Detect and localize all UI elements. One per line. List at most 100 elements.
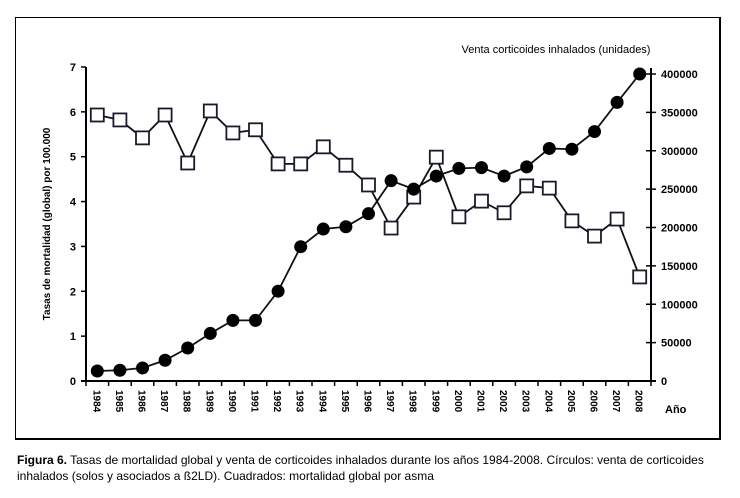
right-tick-label: 200000 — [661, 223, 698, 235]
mortality-point-square — [248, 122, 263, 138]
right-tick-label: 50000 — [661, 338, 692, 350]
caption-text: Tasas de mortalidad global y venta de co… — [17, 453, 704, 483]
mortality-point-square — [157, 107, 173, 123]
x-axis-ticks: 1984 1985 1986 1987 1988 1989 1990 1991 1992 1993… — [85, 381, 652, 413]
mortality-point-square — [496, 205, 512, 221]
sales-point-circle — [452, 161, 466, 175]
sales-point-circle — [316, 222, 330, 236]
left-axis-title: Tasas de mortalidad (global) por 100.000 — [42, 127, 53, 320]
left-tick-label: 3 — [70, 241, 76, 253]
sales-point-circle — [475, 161, 488, 175]
sales-point-circle — [271, 284, 285, 298]
sales-point-circle — [181, 341, 195, 355]
sales-point-circle — [407, 182, 421, 196]
mortality-point-square — [202, 103, 218, 119]
mortality-point-square — [383, 220, 399, 236]
caption-label: Figura 6. — [17, 453, 68, 467]
mortality-point-square — [225, 125, 241, 141]
x-tick-label: 1985 — [113, 390, 124, 413]
x-tick-label: 1986 — [136, 390, 147, 413]
sales-point-circle — [497, 169, 511, 183]
x-tick-label: 2007 — [610, 390, 621, 413]
sales-point-circle — [520, 160, 534, 174]
mortality-point-square — [609, 211, 625, 227]
x-tick-label: 1995 — [339, 390, 350, 413]
x-axis-title: Año — [665, 404, 687, 416]
mortality-point-square — [135, 130, 150, 146]
x-tick-label: 2004 — [542, 390, 553, 413]
mortality-point-square — [293, 156, 309, 172]
left-tick-label: 0 — [70, 376, 76, 388]
x-tick-label: 1993 — [294, 390, 305, 413]
left-tick-label: 4 — [70, 197, 77, 209]
chart-frame — [15, 17, 721, 440]
sales-point-circle — [429, 169, 443, 183]
x-tick-label: 1997 — [384, 390, 395, 413]
x-tick-label: 1988 — [181, 390, 192, 413]
right-tick-label: 300000 — [661, 146, 698, 158]
mortality-point-square — [451, 209, 467, 225]
left-tick-label: 6 — [70, 107, 76, 119]
x-tick-label: 1984 — [90, 390, 101, 413]
right-tick-label: 400000 — [661, 69, 698, 81]
sales-point-circle — [384, 174, 398, 188]
mortality-point-square — [315, 139, 331, 155]
x-tick-label: 1999 — [429, 390, 440, 413]
sales-point-circle — [362, 207, 375, 221]
sales-point-circle — [249, 313, 262, 327]
mortality-point-square — [587, 228, 602, 244]
left-tick-label: 2 — [70, 286, 76, 298]
mortality-line — [97, 109, 641, 278]
mortality-point-square — [112, 112, 128, 128]
x-tick-label: 1996 — [362, 390, 373, 413]
right-axis-title: Venta corticoides inhalados (unidades) — [462, 44, 651, 56]
x-tick-label: 1994 — [316, 390, 327, 413]
mortality-point-square — [474, 193, 489, 209]
series-lines — [97, 73, 641, 372]
right-tick-label: 250000 — [661, 184, 698, 196]
left-tick-label: 5 — [70, 152, 76, 164]
mortality-point-square — [541, 180, 557, 196]
mortality-point-square — [338, 157, 354, 173]
x-tick-label: 2000 — [452, 390, 463, 413]
left-y-axis-ticks: 0 1 2 3 4 5 6 7 — [70, 62, 86, 388]
mortality-point-square — [564, 213, 580, 229]
mortality-point-square — [89, 107, 105, 123]
right-tick-label: 150000 — [661, 261, 698, 273]
sales-point-circle — [136, 361, 149, 375]
x-tick-label: 1987 — [158, 390, 169, 413]
right-tick-label: 0 — [661, 376, 667, 388]
left-tick-label: 1 — [70, 331, 76, 343]
series-markers — [89, 67, 648, 378]
x-tick-label: 2001 — [475, 390, 486, 413]
x-tick-label: 1998 — [407, 390, 418, 413]
sales-point-circle — [588, 125, 601, 139]
mortality-point-square — [632, 269, 648, 285]
sales-point-circle — [226, 313, 240, 327]
sales-point-circle — [610, 95, 624, 109]
sales-point-circle — [339, 220, 353, 234]
mortality-point-square — [361, 177, 376, 193]
right-tick-label: 350000 — [661, 107, 698, 119]
x-tick-label: 1992 — [271, 390, 282, 413]
x-tick-label: 2002 — [497, 390, 508, 413]
sales-point-circle — [158, 353, 172, 367]
x-tick-label: 1989 — [203, 390, 214, 413]
x-tick-label: 2008 — [633, 390, 644, 413]
sales-point-circle — [542, 141, 556, 155]
sales-line — [97, 73, 641, 372]
x-tick-label: 2003 — [520, 390, 531, 413]
sales-point-circle — [203, 326, 217, 340]
sales-point-circle — [294, 240, 308, 254]
sales-point-circle — [633, 67, 647, 81]
mortality-point-square — [270, 156, 286, 172]
figure-caption: Figura 6. Tasas de mortalidad global y v… — [17, 452, 732, 484]
sales-point-circle — [565, 142, 579, 156]
x-tick-label: 1990 — [226, 390, 237, 413]
right-tick-label: 100000 — [661, 299, 698, 311]
x-tick-label: 1991 — [249, 390, 260, 413]
mortality-point-square — [519, 178, 535, 194]
mortality-point-square — [180, 155, 196, 171]
sales-point-circle — [90, 364, 104, 378]
